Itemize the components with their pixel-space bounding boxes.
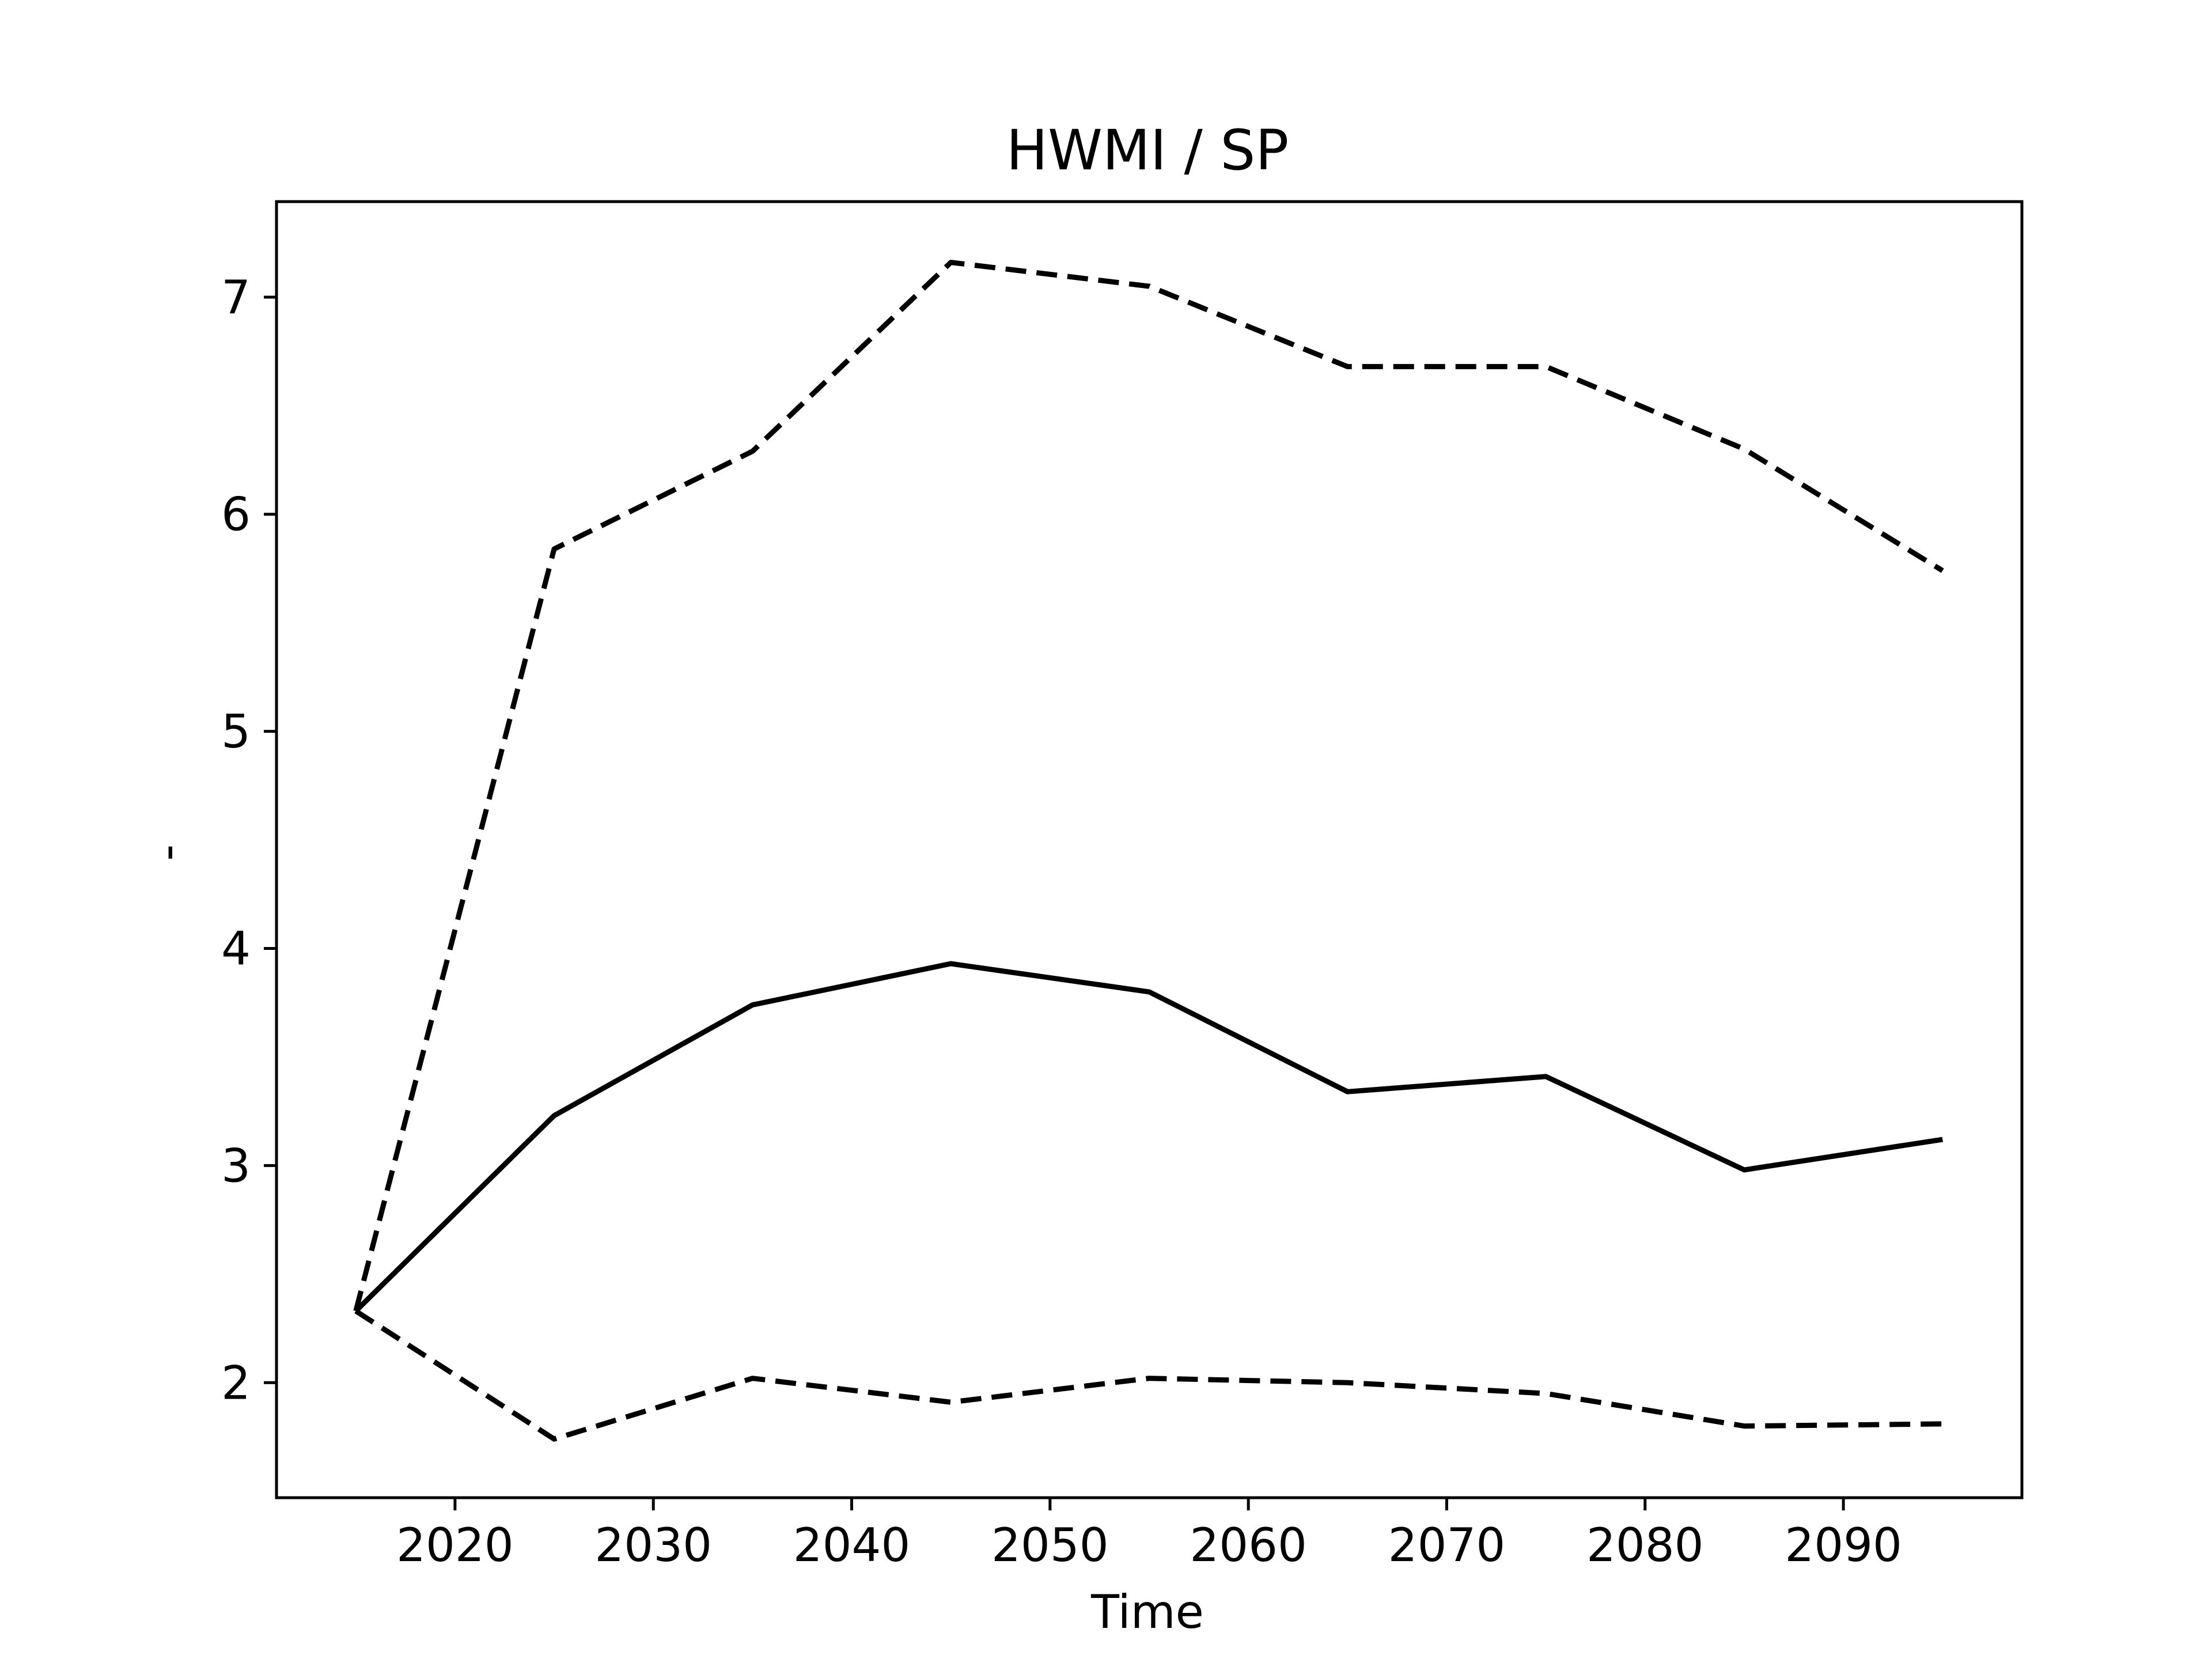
series-line-2 xyxy=(354,961,1943,1313)
x-tick-label: 2080 xyxy=(1586,1518,1704,1572)
x-tick-label: 2020 xyxy=(396,1518,514,1572)
plot-frame xyxy=(275,200,2024,1499)
y-axis: 2 3 4 5 6 7 xyxy=(221,271,276,1410)
series-line-1 xyxy=(353,260,1944,1312)
y-tick-label: 7 xyxy=(221,271,251,324)
x-tick-label: 2070 xyxy=(1388,1518,1506,1572)
x-tick-label: 2050 xyxy=(991,1518,1109,1572)
series-layer xyxy=(353,260,1944,1442)
chart-title: HWMI / SP xyxy=(1006,118,1289,183)
x-tick-label: 2040 xyxy=(793,1518,911,1572)
x-tick-label: 2090 xyxy=(1785,1518,1902,1572)
x-tick-label: 2060 xyxy=(1190,1518,1307,1572)
y-tick-label: 3 xyxy=(221,1139,251,1192)
y-tick-label: 6 xyxy=(221,488,251,541)
y-tick-label: 2 xyxy=(221,1356,251,1410)
y-tick-label: 4 xyxy=(221,922,251,975)
x-axis: 2020 2030 2040 2050 2060 2070 2080 2090 xyxy=(396,1498,1902,1572)
x-tick-label: 2030 xyxy=(594,1518,712,1572)
y-axis-label: - xyxy=(141,844,194,861)
series-line-3 xyxy=(354,1309,1943,1442)
y-tick-label: 5 xyxy=(221,705,251,759)
x-axis-label: Time xyxy=(1090,1585,1204,1639)
